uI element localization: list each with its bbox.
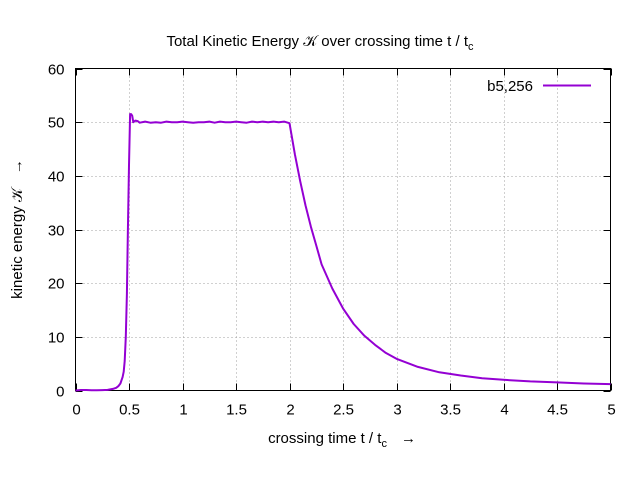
x-tick-label: 2.5 <box>333 402 354 419</box>
x-axis-arrow: → <box>401 430 416 447</box>
series-layer <box>75 113 611 392</box>
y-tick-label: 60 <box>48 62 65 79</box>
y-tick-label: 40 <box>48 169 65 186</box>
chart-title: Total Kinetic Energy 𝒦 over crossing tim… <box>166 33 474 53</box>
x-axis-label-subscript: c <box>381 438 387 450</box>
x-axis-label: crossing time t / tc → <box>268 430 416 450</box>
grid-layer <box>75 68 611 391</box>
x-tick-label: 3.5 <box>440 402 461 419</box>
x-tick-label: 2 <box>286 402 294 419</box>
tick-layer <box>75 68 612 392</box>
x-tick-label: 1 <box>179 402 187 419</box>
chart-title-subscript: c <box>468 41 474 53</box>
legend: b5,256 <box>487 78 591 95</box>
x-tick-label: 4.5 <box>547 402 568 419</box>
y-tick-label: 0 <box>56 384 64 401</box>
series-line <box>75 113 611 392</box>
y-axis-arrow: → <box>9 159 26 174</box>
x-tick-label: 0.5 <box>119 402 140 419</box>
legend-label: b5,256 <box>487 78 533 95</box>
y-tick-label: 10 <box>48 330 65 347</box>
y-axis-label: kinetic energy 𝒦→ <box>9 159 26 299</box>
x-tick-label: 1.5 <box>226 402 247 419</box>
x-tick-label: 0 <box>72 402 80 419</box>
x-tick-label: 3 <box>393 402 401 419</box>
x-tick-label: 4 <box>500 402 508 419</box>
x-tick-label: 5 <box>607 402 615 419</box>
y-tick-label: 30 <box>48 223 65 240</box>
y-tick-label: 50 <box>48 115 65 132</box>
y-tick-label: 20 <box>48 276 65 293</box>
